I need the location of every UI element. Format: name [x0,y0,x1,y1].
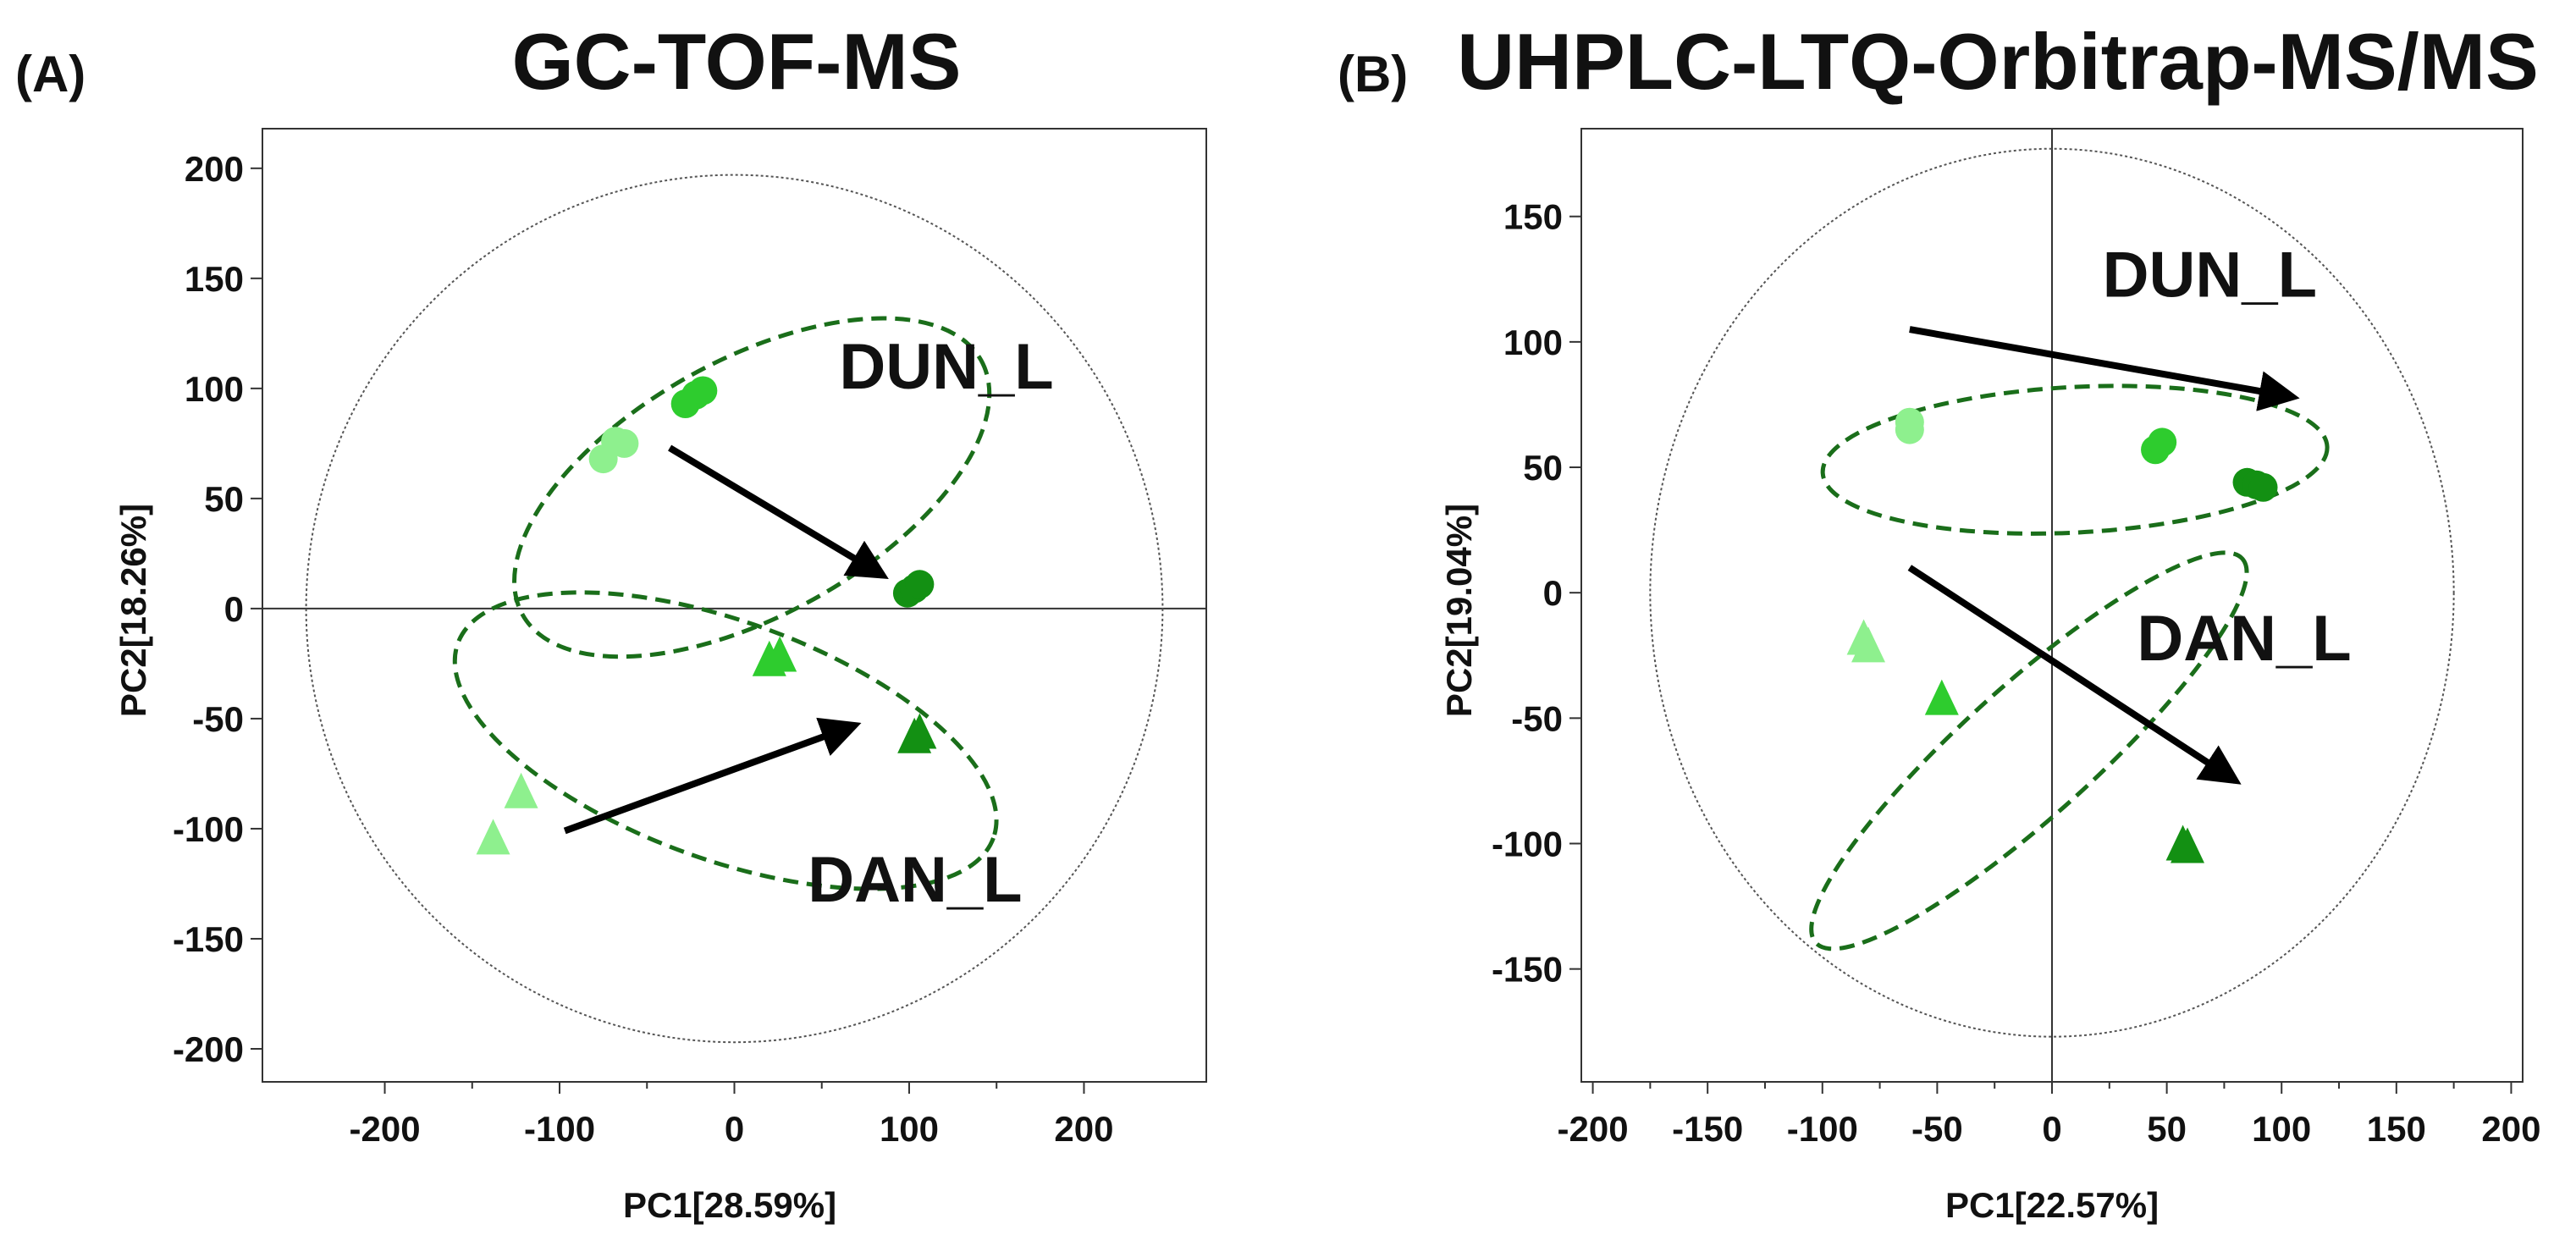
panel-a-x-axis-label: PC1[28.59%] [623,1185,836,1225]
panel-a-y-tick-label: 100 [185,369,244,409]
panel-b-x-tick-label: -100 [1787,1109,1858,1149]
panel-a-point-dan-l [902,713,937,749]
panel-b-y-axis-label: PC2[19.04%] [1439,504,1479,717]
panel-b-hotelling-ellipse [1649,147,2455,1038]
panel-a-y-tick-label: 150 [185,259,244,299]
panel-b-y-tick-label: 0 [1543,573,1563,613]
panel-b-x-tick-label: -150 [1672,1109,1743,1149]
panel-a-title: GC-TOF-MS [512,17,962,106]
panel-a-hotelling-ellipse [305,174,1164,1044]
panel-a-annotation-dan-l: DAN_L [808,844,1022,916]
panel-b-group-ellipse-dun-l [1820,383,2330,536]
panel-a-arrow-2 [563,717,862,835]
panel-b-title: UHPLC-LTQ-Orbitrap-MS/MS [1457,17,2539,106]
panel-a-group-ellipse-dan-l [452,590,999,891]
panel-b-point-dun-l [1895,407,1924,437]
panel-b-y-tick-label: 150 [1503,197,1563,237]
panel-a-x-tick-label: 0 [725,1109,744,1149]
panel-b-point-dun-l [2248,472,2278,502]
panel-b-point-dun-l [2148,427,2177,457]
panel-b-y-tick-label: -150 [1492,950,1563,990]
panel-b-arrow-2 [1907,565,2242,785]
panel-b-point-dan-l [1851,626,1886,663]
panel-b-point-dan-l [2171,827,2205,863]
panel-b-label: (B) [1338,46,1408,102]
panel-a-point-dun-l [905,570,935,599]
panel-a-y-axis-label: PC2[18.26%] [113,504,153,717]
panel-a-y-tick-label: -50 [192,699,244,739]
panel-b-x-tick-label: -50 [1911,1109,1963,1149]
panel-a-point-dan-l [476,819,510,855]
panel-b: (B) UHPLC-LTQ-Orbitrap-MS/MS PC1[22.57%]… [1338,17,2540,1225]
panel-a-label: (A) [15,46,85,102]
panel-b-group-ellipse-dan-l [1809,550,2249,951]
panel-a-annotation-dun-l: DUN_L [839,331,1053,403]
panel-b-annotation-dan-l: DAN_L [2137,603,2351,675]
panel-b-arrow-1 [1909,326,2300,411]
panel-a-y-tick-label: -100 [173,809,244,849]
panel-b-x-tick-label: 100 [2252,1109,2311,1149]
panel-a-arrow-1 [668,444,889,580]
panel-b-point-dan-l [1924,679,1959,715]
panel-a-y-tick-label: -200 [173,1029,244,1069]
panel-a-point-dan-l [763,636,797,672]
panel-a: (A) GC-TOF-MS PC1[28.59%] PC2[18.26%] -2… [15,17,1207,1225]
panel-b-y-tick-label: 100 [1503,323,1563,362]
panel-a-point-dun-l [688,376,718,405]
panel-a-x-tick-label: -100 [524,1109,595,1149]
panel-b-x-tick-label: 200 [2481,1109,2540,1149]
panel-a-y-tick-label: 200 [185,149,244,189]
panel-a-group-ellipse-dun-l [512,316,992,659]
panel-a-y-tick-label: 50 [204,479,244,519]
panel-b-y-tick-label: -100 [1492,825,1563,864]
panel-b-x-tick-label: 150 [2367,1109,2426,1149]
panel-a-y-tick-label: -150 [173,919,244,959]
panel-b-y-tick-label: -50 [1511,698,1563,738]
panel-a-point-dan-l [504,772,538,808]
panel-b-x-tick-label: 0 [2042,1109,2061,1149]
panel-a-x-tick-label: 200 [1054,1109,1113,1149]
panel-b-x-axis-label: PC1[22.57%] [1945,1185,2159,1225]
panel-b-x-tick-label: 50 [2147,1109,2187,1149]
panel-a-plot-frame [262,128,1207,1083]
panel-b-y-tick-label: 50 [1523,448,1563,488]
panel-b-x-tick-label: -200 [1558,1109,1629,1149]
panel-b-annotation-dun-l: DUN_L [2103,240,2317,312]
panel-a-x-tick-label: -200 [350,1109,421,1149]
panel-a-y-tick-label: 0 [224,589,244,629]
panel-a-point-dun-l [610,428,639,458]
panel-a-x-tick-label: 100 [880,1109,939,1149]
